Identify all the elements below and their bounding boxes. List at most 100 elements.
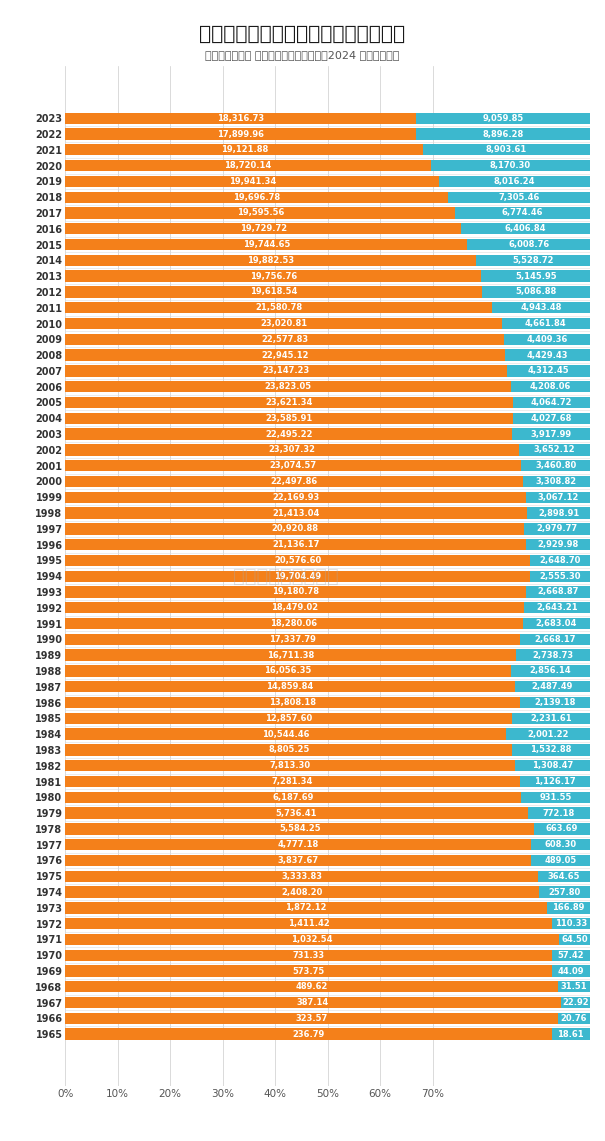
Text: 323.57: 323.57 — [296, 1014, 328, 1022]
Text: 1,872.12: 1,872.12 — [286, 904, 327, 913]
Text: 573.75: 573.75 — [293, 966, 325, 976]
Text: 18,280.06: 18,280.06 — [270, 620, 318, 628]
Text: 1,532.88: 1,532.88 — [531, 745, 572, 754]
Text: 64.50: 64.50 — [561, 934, 588, 944]
Bar — [526, 539, 590, 550]
Text: 608.30: 608.30 — [544, 840, 577, 849]
Bar — [65, 570, 529, 582]
Bar — [65, 965, 552, 977]
Text: 4,312.45: 4,312.45 — [528, 366, 569, 375]
Text: 7,305.46: 7,305.46 — [499, 193, 540, 202]
Text: 2,668.17: 2,668.17 — [534, 634, 575, 644]
Bar — [558, 981, 590, 993]
Text: 5,528.72: 5,528.72 — [512, 256, 554, 265]
Bar — [525, 523, 590, 534]
Text: 23,585.91: 23,585.91 — [266, 414, 313, 423]
Text: 19,595.56: 19,595.56 — [237, 209, 284, 218]
Bar — [65, 602, 525, 614]
Bar — [538, 871, 590, 882]
Bar — [561, 997, 590, 1009]
Text: 18,316.73: 18,316.73 — [217, 114, 264, 123]
Bar — [65, 444, 519, 455]
Text: 22.92: 22.92 — [562, 998, 589, 1008]
Text: 18.61: 18.61 — [557, 1029, 584, 1038]
Text: 4,777.18: 4,777.18 — [277, 840, 319, 849]
Bar — [547, 903, 590, 914]
Bar — [552, 919, 590, 929]
Text: 4,027.68: 4,027.68 — [531, 414, 572, 423]
Bar — [448, 192, 590, 203]
Bar — [529, 570, 590, 582]
Bar — [65, 144, 424, 155]
Bar — [65, 633, 520, 645]
Bar — [439, 176, 590, 187]
Bar — [65, 302, 492, 314]
Bar — [492, 302, 590, 314]
Text: 2,001.22: 2,001.22 — [528, 729, 569, 738]
Bar — [520, 697, 590, 709]
Bar — [65, 681, 515, 693]
Bar — [461, 224, 590, 234]
Bar — [65, 381, 511, 393]
Text: 1,411.42: 1,411.42 — [288, 920, 330, 928]
Bar — [65, 460, 522, 471]
Text: 931.55: 931.55 — [540, 793, 572, 802]
Bar — [65, 397, 513, 408]
Bar — [65, 208, 455, 219]
Bar — [65, 997, 561, 1009]
Bar — [65, 728, 506, 739]
Text: 2,683.04: 2,683.04 — [535, 620, 577, 628]
Bar — [431, 160, 590, 171]
Bar — [528, 808, 590, 819]
Text: 2,648.70: 2,648.70 — [539, 556, 581, 565]
Text: 5,736.41: 5,736.41 — [276, 809, 317, 818]
Bar — [65, 192, 448, 203]
Bar — [65, 1013, 558, 1025]
Bar — [523, 618, 590, 630]
Bar — [516, 649, 590, 661]
Text: 17,337.79: 17,337.79 — [269, 634, 316, 644]
Text: 22,169.93: 22,169.93 — [272, 493, 319, 502]
Text: 236.79: 236.79 — [292, 1029, 325, 1038]
Bar — [65, 224, 461, 234]
Bar — [520, 633, 590, 645]
Text: 22,495.22: 22,495.22 — [265, 429, 312, 438]
Text: 2,898.91: 2,898.91 — [538, 509, 579, 518]
Text: 9,059.85: 9,059.85 — [482, 114, 524, 123]
Bar — [515, 760, 590, 771]
Bar — [559, 933, 590, 945]
Text: 18,479.02: 18,479.02 — [271, 604, 318, 613]
Text: 2,231.61: 2,231.61 — [530, 714, 572, 723]
Bar — [455, 208, 590, 219]
Text: 8,896.28: 8,896.28 — [482, 130, 523, 138]
Text: 7,813.30: 7,813.30 — [269, 761, 310, 770]
Bar — [65, 776, 520, 787]
Text: 4,943.48: 4,943.48 — [520, 304, 561, 313]
Text: 19,882.53: 19,882.53 — [247, 256, 294, 265]
Bar — [526, 492, 590, 503]
Bar — [424, 144, 590, 155]
Bar — [531, 839, 590, 850]
Text: 3,333.83: 3,333.83 — [281, 872, 322, 881]
Text: 19,744.65: 19,744.65 — [243, 240, 290, 249]
Bar — [65, 665, 511, 677]
Bar — [502, 318, 590, 330]
Text: 3,067.12: 3,067.12 — [537, 493, 579, 502]
Text: 2,487.49: 2,487.49 — [532, 682, 573, 691]
Text: 21,136.17: 21,136.17 — [272, 540, 319, 549]
Text: 23,074.57: 23,074.57 — [270, 461, 317, 470]
Text: 21,413.04: 21,413.04 — [273, 509, 320, 518]
Bar — [508, 365, 590, 377]
Text: 4,409.36: 4,409.36 — [526, 334, 567, 343]
Text: 19,941.34: 19,941.34 — [229, 177, 276, 186]
Text: 23,307.32: 23,307.32 — [269, 445, 316, 454]
Bar — [482, 270, 590, 282]
Text: 13,808.18: 13,808.18 — [269, 698, 316, 707]
Text: 23,621.34: 23,621.34 — [266, 398, 313, 407]
Text: 2,979.77: 2,979.77 — [537, 525, 578, 533]
Bar — [65, 333, 504, 345]
Bar — [522, 792, 590, 803]
Bar — [523, 476, 590, 487]
Text: 单位：亿千瓦时 来源：世界能源统计年鉴2024 制图：北海局: 单位：亿千瓦时 来源：世界能源统计年鉴2024 制图：北海局 — [205, 50, 400, 60]
Bar — [539, 887, 590, 898]
